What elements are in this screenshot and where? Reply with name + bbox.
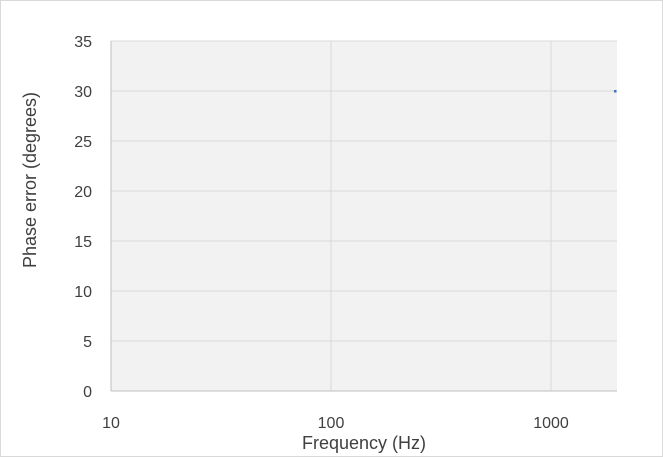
y-tick-label-6: 30	[74, 84, 92, 101]
x-tick-label-0: 10	[102, 415, 120, 432]
plot-area	[111, 41, 617, 391]
x-axis-title: Frequency (Hz)	[302, 433, 426, 453]
y-tick-label-0: 0	[83, 384, 92, 401]
y-tick-label-1: 5	[83, 334, 92, 351]
y-tick-label-4: 20	[74, 184, 92, 201]
data-points	[614, 90, 617, 93]
y-tick-label-5: 25	[74, 134, 92, 151]
y-tick-label-3: 15	[74, 234, 92, 251]
tick-labels: 0 5 10 15 20 25 30 35 10 100 1000	[74, 34, 569, 432]
x-tick-label-1: 100	[318, 415, 345, 432]
y-tick-label-2: 10	[74, 284, 92, 301]
x-tick-label-2: 1000	[533, 415, 569, 432]
y-tick-label-7: 35	[74, 34, 92, 51]
gridlines	[111, 40, 617, 391]
data-point-0-0	[614, 90, 617, 93]
y-axis-title: Phase error (degrees)	[20, 92, 40, 268]
axes	[110, 41, 617, 392]
